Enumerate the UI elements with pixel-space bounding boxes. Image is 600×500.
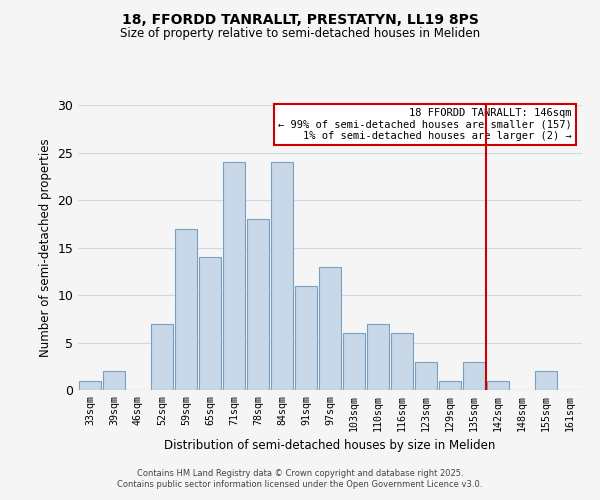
Bar — [103, 371, 125, 390]
Bar — [439, 380, 461, 390]
Text: 18 FFORDD TANRALLT: 146sqm
← 99% of semi-detached houses are smaller (157)
1% of: 18 FFORDD TANRALLT: 146sqm ← 99% of semi… — [278, 108, 572, 141]
Bar — [223, 162, 245, 390]
Bar — [79, 380, 101, 390]
Bar — [151, 324, 173, 390]
Text: 18, FFORDD TANRALLT, PRESTATYN, LL19 8PS: 18, FFORDD TANRALLT, PRESTATYN, LL19 8PS — [122, 12, 478, 26]
Bar — [463, 362, 485, 390]
Bar — [487, 380, 509, 390]
Bar — [295, 286, 317, 390]
Text: Contains public sector information licensed under the Open Government Licence v3: Contains public sector information licen… — [118, 480, 482, 489]
Bar — [175, 228, 197, 390]
Bar — [319, 266, 341, 390]
Bar — [367, 324, 389, 390]
Text: Size of property relative to semi-detached houses in Meliden: Size of property relative to semi-detach… — [120, 28, 480, 40]
Bar — [343, 333, 365, 390]
Y-axis label: Number of semi-detached properties: Number of semi-detached properties — [39, 138, 52, 357]
Bar — [271, 162, 293, 390]
Bar — [247, 219, 269, 390]
Bar — [391, 333, 413, 390]
Bar — [415, 362, 437, 390]
Bar — [535, 371, 557, 390]
Text: Contains HM Land Registry data © Crown copyright and database right 2025.: Contains HM Land Registry data © Crown c… — [137, 468, 463, 477]
X-axis label: Distribution of semi-detached houses by size in Meliden: Distribution of semi-detached houses by … — [164, 439, 496, 452]
Bar — [199, 257, 221, 390]
